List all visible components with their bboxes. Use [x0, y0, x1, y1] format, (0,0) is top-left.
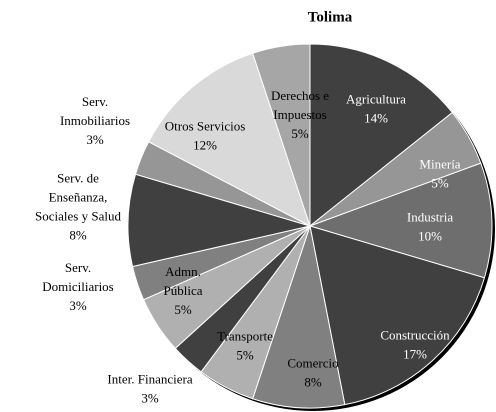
slice-label: Construcción: [380, 327, 450, 342]
slice-label: Serv. de Enseñanza, Sociales y Salud: [35, 170, 121, 223]
slice-value-label: 12%: [193, 137, 217, 152]
slice-value-label: 8%: [304, 374, 322, 389]
slice-value-label: 5%: [174, 302, 192, 317]
slice-label: Comercio: [287, 355, 338, 370]
slice-value-label: 8%: [69, 227, 87, 242]
pie-slice: [252, 43, 311, 227]
slice-label: Industria: [407, 209, 453, 224]
slice-value-label: 10%: [418, 228, 442, 243]
slice-label: Transporte: [217, 328, 273, 343]
slice-value-label: 3%: [141, 390, 159, 405]
pie-slice: [252, 224, 346, 409]
slice-label: Admn. Pública: [164, 264, 203, 298]
chart-title: Tolima: [308, 9, 353, 25]
pie-slice: [127, 173, 312, 268]
pie-slice: [308, 162, 493, 279]
slice-label: Otros Servicios: [165, 118, 246, 133]
slice-value-label: 5%: [291, 126, 309, 141]
pie-slice: [309, 225, 486, 406]
slice-label: Serv. Domiciliarios: [42, 260, 114, 294]
slice-value-label: 3%: [86, 132, 104, 147]
slice-label: Agricultura: [346, 91, 406, 106]
slice-label: Minería: [419, 156, 460, 171]
slice-value-label: 5%: [431, 175, 449, 190]
slice-value-label: 3%: [69, 298, 87, 313]
slice-value-label: 5%: [236, 347, 254, 362]
pie-slice: [147, 52, 311, 228]
slice-label: Inter. Financiera: [107, 371, 192, 386]
slice-label: Serv. Inmobiliarios: [60, 94, 130, 128]
pie-slice: [309, 43, 453, 228]
slice-value-label: 14%: [364, 110, 388, 125]
slice-value-label: 17%: [403, 346, 427, 361]
slice-label: Derechos e Impuestos: [271, 88, 329, 122]
